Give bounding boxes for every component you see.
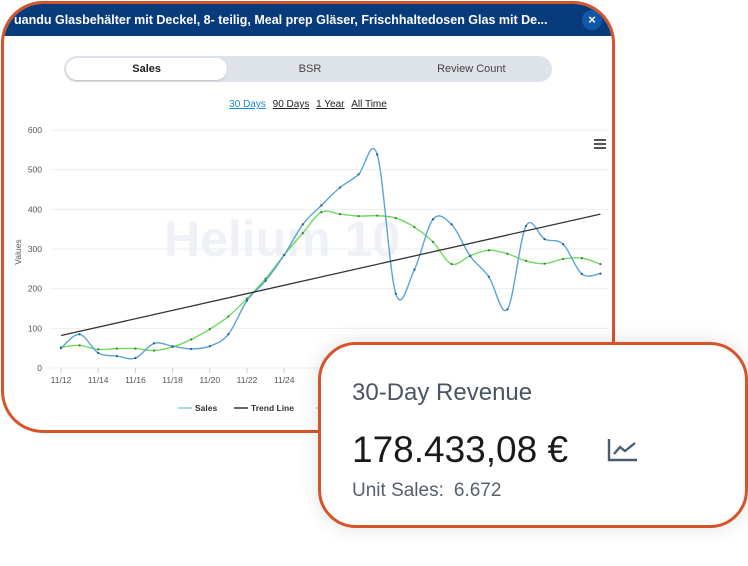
smoothed-point[interactable] — [97, 348, 100, 351]
sales-point[interactable] — [599, 272, 602, 275]
sales-point[interactable] — [283, 253, 286, 257]
smoothed-point[interactable] — [208, 328, 211, 331]
sales-point[interactable] — [171, 345, 174, 348]
smoothed-point[interactable] — [134, 347, 137, 350]
y-tick-label: 500 — [28, 165, 42, 175]
close-button[interactable]: × — [582, 10, 602, 30]
smoothed-point[interactable] — [152, 349, 156, 352]
y-axis-label: Values — [13, 239, 23, 264]
sales-point[interactable] — [543, 237, 546, 241]
y-tick-label: 600 — [28, 125, 42, 135]
sales-point[interactable] — [245, 299, 249, 302]
sales-point[interactable] — [115, 355, 118, 358]
smoothed-point[interactable] — [599, 262, 602, 266]
smoothed-point[interactable] — [413, 226, 416, 229]
x-tick-label: 11/22 — [237, 375, 258, 385]
smoothed-point[interactable] — [357, 214, 360, 218]
smoothed-point[interactable] — [562, 257, 565, 261]
tab-review-count[interactable]: Review Count — [437, 63, 506, 75]
range-30-days[interactable]: 30 Days — [229, 99, 266, 110]
sales-point[interactable] — [208, 345, 211, 348]
sales-point[interactable] — [376, 153, 379, 156]
smoothed-point[interactable] — [320, 211, 323, 214]
legend-sales[interactable]: Sales — [195, 403, 217, 413]
smoothed-point[interactable] — [78, 344, 81, 347]
sales-point[interactable] — [59, 347, 63, 350]
smoothed-point[interactable] — [506, 252, 509, 255]
sales-point[interactable] — [394, 292, 397, 295]
x-tick-label: 11/14 — [88, 375, 109, 385]
tab-sales[interactable]: Sales — [66, 58, 228, 80]
sales-point[interactable] — [78, 333, 81, 336]
sales-point[interactable] — [431, 218, 435, 221]
revenue-card: 30-Day Revenue 178.433,08 € Unit Sales: 6… — [318, 342, 748, 528]
sales-point[interactable] — [320, 204, 323, 207]
tab-bsr[interactable]: BSR — [298, 63, 322, 75]
sales-point[interactable] — [338, 186, 342, 189]
sales-point[interactable] — [562, 243, 565, 246]
sales-point[interactable] — [469, 255, 472, 258]
sales-point[interactable] — [580, 272, 583, 276]
sales-point[interactable] — [264, 279, 267, 282]
legend-trend[interactable]: Trend Line — [251, 403, 294, 413]
smoothed-point[interactable] — [338, 212, 342, 216]
y-tick-label: 400 — [28, 204, 42, 214]
smoothed-point[interactable] — [524, 259, 528, 262]
sales-point[interactable] — [152, 342, 156, 345]
sales-point[interactable] — [227, 333, 230, 336]
smoothed-point[interactable] — [227, 315, 230, 318]
product-chart-panel: uandu Glasbehälter mit Deckel, 8- teilig… — [1, 1, 615, 433]
y-tick-label: 0 — [37, 363, 42, 373]
unit-sales: Unit Sales: 6.672 — [352, 480, 501, 502]
sales-point[interactable] — [506, 308, 509, 311]
x-tick-label: 11/24 — [274, 375, 295, 385]
smoothed-point[interactable] — [376, 214, 379, 217]
sales-point[interactable] — [190, 347, 193, 351]
product-title: uandu Glasbehälter mit Deckel, 8- teilig… — [14, 13, 548, 27]
smoothed-point[interactable] — [190, 338, 193, 341]
unit-sales-value: 6.672 — [453, 480, 502, 501]
x-tick-label: 11/18 — [162, 375, 183, 385]
smoothed-point[interactable] — [580, 257, 583, 260]
line-chart-icon[interactable] — [607, 437, 639, 463]
revenue-value: 178.433,08 € — [352, 429, 569, 470]
y-tick-label: 300 — [28, 244, 42, 254]
x-tick-label: 11/16 — [125, 375, 146, 385]
unit-sales-label: Unit Sales: — [352, 480, 444, 501]
hamburger-menu-icon[interactable] — [594, 139, 606, 141]
sales-point[interactable] — [357, 173, 360, 176]
hamburger-menu-icon[interactable] — [594, 143, 606, 145]
panel-header: uandu Glasbehälter mit Deckel, 8- teilig… — [4, 4, 612, 36]
range-selector: 30 Days 90 Days 1 Year All Time — [4, 99, 612, 110]
trend-line — [60, 213, 601, 337]
sales-point[interactable] — [413, 268, 416, 271]
smoothed-point[interactable] — [431, 240, 435, 243]
range-all-time[interactable]: All Time — [351, 99, 387, 110]
range-1-year[interactable]: 1 Year — [316, 99, 345, 110]
sales-point[interactable] — [487, 275, 490, 278]
sales-point[interactable] — [301, 223, 304, 226]
y-tick-label: 200 — [28, 284, 42, 294]
range-90-days[interactable]: 90 Days — [272, 99, 310, 110]
smoothed-point[interactable] — [543, 262, 546, 265]
smoothed-point[interactable] — [487, 249, 490, 252]
smoothed-point[interactable] — [450, 262, 453, 266]
y-tick-label: 100 — [28, 323, 42, 333]
sales-point[interactable] — [524, 224, 528, 228]
x-tick-label: 11/12 — [51, 375, 72, 385]
smoothed-point[interactable] — [394, 216, 397, 220]
smoothed-point[interactable] — [115, 347, 118, 350]
sales-point[interactable] — [97, 351, 100, 355]
sales-point[interactable] — [450, 223, 453, 226]
metric-tabs: Sales BSR Review Count — [64, 56, 552, 82]
smoothed-series-line — [60, 210, 601, 352]
x-tick-label: 11/20 — [199, 375, 220, 385]
revenue-title: 30-Day Revenue — [352, 379, 533, 406]
hamburger-menu-icon[interactable] — [594, 147, 606, 149]
smoothed-point[interactable] — [301, 232, 304, 235]
sales-point[interactable] — [134, 356, 137, 360]
